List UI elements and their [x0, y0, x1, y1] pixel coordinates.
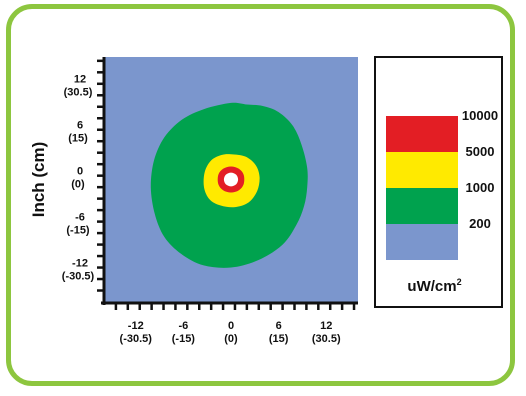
legend: 10000 5000 1000 200 uW/cm2: [374, 56, 503, 308]
legend-swatch-3: [386, 188, 458, 224]
y-tick-sublabel: (-30.5): [62, 270, 95, 282]
x-tick-sublabel: (30.5): [312, 333, 341, 345]
y-axis-title: Inch (cm): [29, 142, 48, 218]
legend-swatch-1: [386, 116, 458, 152]
y-tick-label: 12: [74, 74, 86, 86]
legend-unit-superscript: 2: [457, 277, 462, 287]
x-tick-label: 6: [276, 320, 282, 332]
y-tick-label: 6: [77, 120, 83, 132]
legend-labels: 10000 5000 1000 200: [462, 108, 498, 231]
contour-regions: [150, 102, 308, 268]
legend-swatch-0: [386, 80, 458, 116]
legend-boundary-label: 1000: [466, 180, 495, 195]
y-tick-label: -6: [75, 211, 85, 223]
x-tick-sublabel: (15): [269, 333, 289, 345]
legend-swatch-4: [386, 224, 458, 260]
legend-swatch-2: [386, 152, 458, 188]
y-tick-label: -12: [72, 257, 88, 269]
legend-boundary-label: 200: [469, 216, 491, 231]
plot-area: [104, 57, 358, 302]
y-tick-sublabel: (0): [71, 179, 85, 191]
contour-region-3: [223, 172, 239, 187]
y-tick-sublabel: (15): [68, 133, 88, 145]
x-tick-sublabel: (-30.5): [120, 333, 153, 345]
axes: -12(-30.5)-6(-15)0(0)6(15)12(30.5)12(30.…: [62, 57, 358, 345]
legend-unit: uW/cm2: [407, 277, 461, 295]
legend-boundary-label: 5000: [466, 144, 495, 159]
legend-unit-text: uW/cm: [407, 278, 456, 295]
x-tick-label: -6: [178, 320, 188, 332]
y-tick-sublabel: (30.5): [64, 87, 93, 99]
y-tick-label: 0: [77, 166, 83, 178]
legend-swatches: [386, 80, 458, 260]
x-tick-sublabel: (0): [224, 333, 238, 345]
legend-boundary-label: 10000: [462, 108, 498, 123]
x-tick-label: 0: [228, 320, 234, 332]
x-tick-label: -12: [128, 320, 144, 332]
x-tick-label: 12: [320, 320, 332, 332]
x-tick-sublabel: (-15): [172, 333, 196, 345]
y-tick-sublabel: (-15): [66, 224, 90, 236]
